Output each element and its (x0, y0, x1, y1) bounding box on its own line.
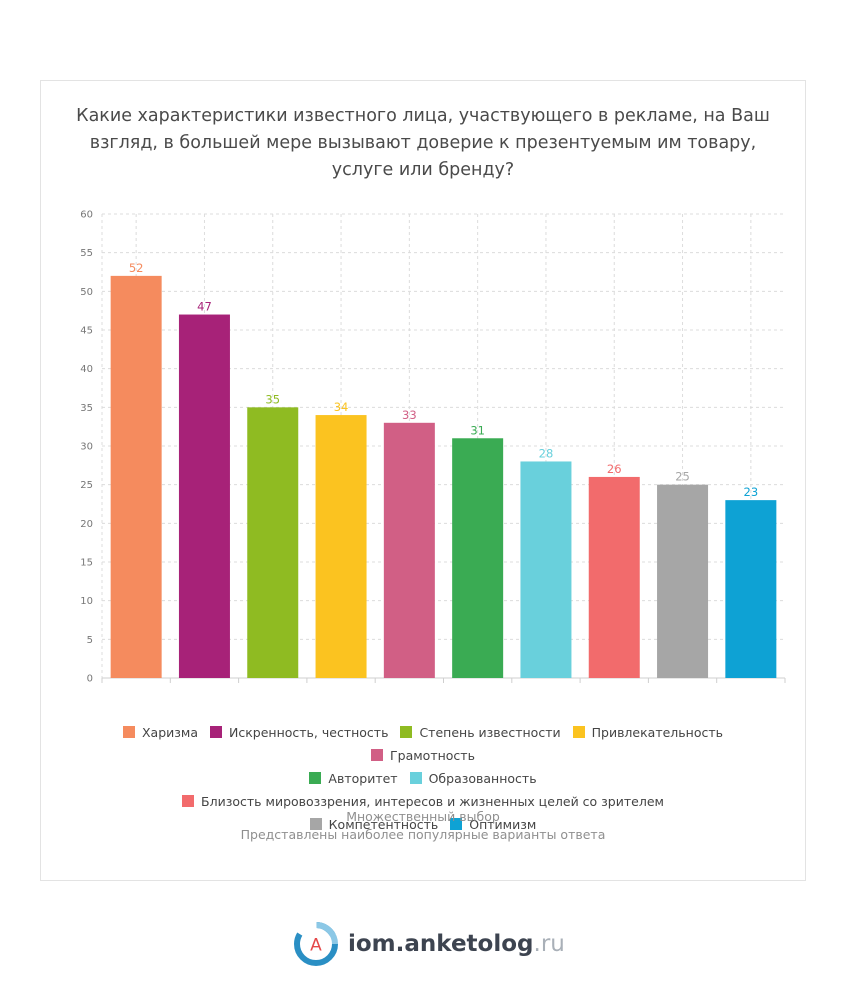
legend-item[interactable]: Компетентность (309, 813, 439, 836)
bar-value-label: 34 (334, 400, 349, 414)
bar (520, 461, 572, 678)
legend-swatch (309, 772, 322, 784)
brand-footer[interactable]: A iom.anketolog.ru (292, 920, 565, 968)
bar-value-label: 33 (402, 408, 417, 422)
anketolog-logo-icon: A (292, 920, 340, 968)
bar-chart: 0 5 10 15 20 25 30 35 40 45 50 55 60 52 47 35 34 33 31 28 26… (80, 210, 786, 685)
legend-swatch (400, 726, 413, 738)
bar-value-label: 26 (607, 462, 622, 476)
bar-value-label: 23 (744, 485, 759, 499)
brand-domain: iom.anketolog (348, 931, 534, 957)
y-tick-label: 5 (87, 635, 93, 646)
legend-swatch (210, 726, 223, 738)
legend-label: Привлекательность (591, 725, 723, 740)
legend-label: Степень известности (419, 725, 561, 740)
legend-label: Искренность, честность (229, 725, 389, 740)
legend-item[interactable]: Авторитет (309, 767, 398, 790)
chart-title: Какие характеристики известного лица, уч… (76, 106, 770, 180)
chart-legend: Харизма Искренность, честность Степень изв… (61, 721, 785, 836)
legend-label: Грамотность (390, 748, 475, 763)
y-tick-label: 0 (87, 674, 93, 685)
bar-value-label: 31 (470, 423, 485, 437)
legend-label: Образованность (428, 771, 537, 786)
logo-letter: A (310, 936, 322, 956)
legend-swatch (182, 795, 195, 807)
legend-item[interactable]: Близость мировоззрения, интересов и жизн… (182, 790, 664, 813)
y-tick-label: 60 (80, 210, 93, 221)
y-tick-label: 50 (80, 287, 93, 298)
bar-value-label: 35 (265, 392, 280, 406)
legend-item[interactable]: Харизма (122, 721, 199, 744)
legend-swatch (572, 726, 585, 738)
legend-swatch (371, 749, 384, 761)
legend-swatch (122, 726, 135, 738)
bar-value-label: 47 (197, 300, 212, 314)
bar-value-label: 25 (675, 470, 690, 484)
legend-item[interactable]: Оптимизм (450, 813, 536, 836)
y-tick-label: 45 (80, 326, 93, 337)
bar (657, 484, 709, 678)
legend-item[interactable]: Привлекательность (572, 721, 723, 744)
chart-card: Какие характеристики известного лица, уч… (40, 80, 806, 881)
note-popular-answers: Представлены наиболее популярные вариант… (240, 827, 606, 842)
legend-swatch (409, 772, 422, 784)
y-tick-label: 25 (80, 480, 93, 491)
y-tick-label: 10 (80, 596, 93, 607)
legend-item[interactable]: Искренность, честность (210, 721, 388, 744)
legend-label: Авторитет (328, 771, 398, 786)
legend-label: Близость мировоззрения, интересов и жизн… (201, 794, 664, 809)
legend-swatch (309, 818, 322, 830)
bar (178, 314, 230, 678)
note-multiple-choice: Множественный выбор (346, 809, 500, 824)
bar (383, 422, 435, 678)
bar (315, 415, 367, 678)
brand-name: iom.anketolog.ru (348, 931, 565, 957)
chart-notes: Множественный выбор Представлены наиболе… (41, 808, 805, 844)
bar (725, 500, 777, 678)
y-tick-label: 30 (80, 442, 93, 453)
y-tick-label: 40 (80, 364, 93, 375)
y-tick-label: 20 (80, 519, 93, 530)
legend-item[interactable]: Образованность (409, 767, 537, 790)
legend-item[interactable]: Степень известности (400, 721, 561, 744)
legend-label: Компетентность (328, 817, 439, 832)
y-tick-label: 15 (80, 558, 93, 569)
bar-value-label: 52 (129, 261, 144, 275)
bar (452, 438, 504, 678)
bar (588, 476, 640, 678)
legend-label: Оптимизм (469, 817, 537, 832)
legend-swatch (450, 818, 463, 830)
legend-item[interactable]: Грамотность (371, 744, 475, 767)
bar (110, 275, 162, 678)
y-tick-label: 35 (80, 403, 93, 414)
brand-tld: .ru (533, 931, 565, 957)
legend-label: Харизма (141, 725, 199, 740)
y-tick-label: 55 (80, 248, 93, 259)
bar-value-label: 28 (539, 446, 554, 460)
bar (247, 407, 299, 678)
